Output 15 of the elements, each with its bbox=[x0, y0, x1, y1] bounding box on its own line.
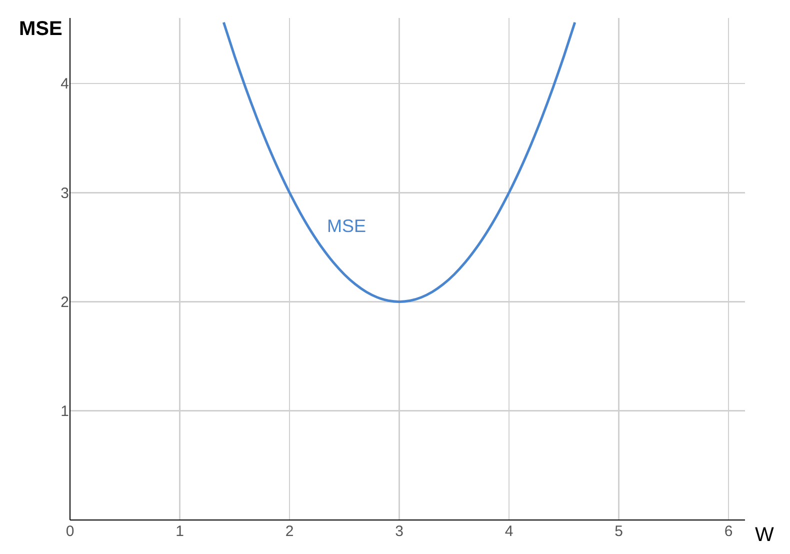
x-tick-label: 1 bbox=[176, 523, 184, 540]
y-tick-label: 3 bbox=[60, 184, 69, 202]
line-series bbox=[222, 21, 576, 303]
x-tick-label: 6 bbox=[724, 523, 733, 540]
x-axis-title: W bbox=[755, 524, 774, 546]
x-tick-label: 0 bbox=[66, 523, 74, 540]
x-tick-label: 4 bbox=[504, 523, 514, 540]
x-tick-label: 2 bbox=[285, 523, 294, 540]
y-tick-label: 1 bbox=[60, 403, 69, 420]
y-tick-label: 4 bbox=[60, 76, 69, 93]
y-axis-title: MSE bbox=[19, 18, 62, 40]
series-label: MSE bbox=[327, 216, 366, 236]
y-tick-label: 2 bbox=[60, 294, 69, 311]
x-tick-label: 3 bbox=[395, 523, 404, 540]
x-tick-label: 5 bbox=[614, 523, 623, 540]
